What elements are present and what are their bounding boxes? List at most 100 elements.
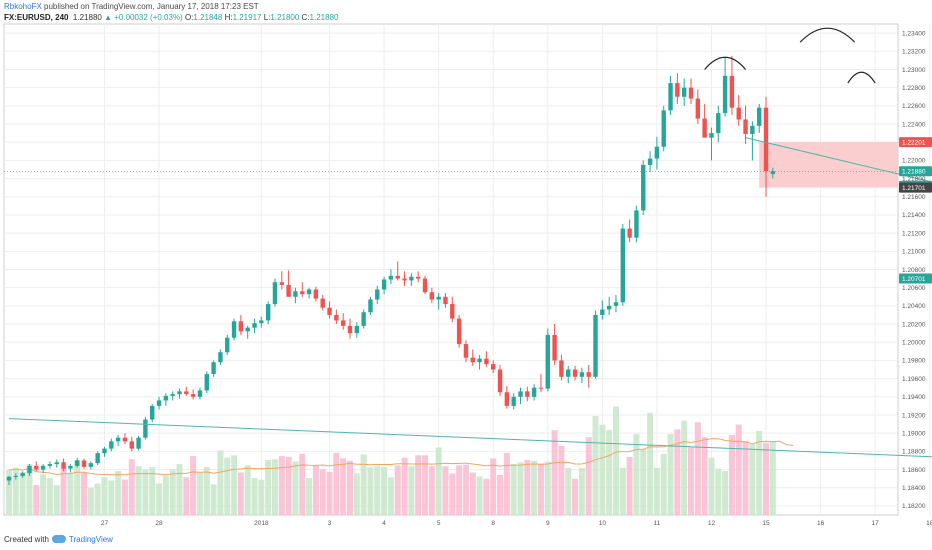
volume-bar [135, 466, 142, 515]
candle-body [463, 344, 469, 358]
volume-bar [442, 466, 449, 515]
candle-body [197, 390, 203, 397]
x-tick-label: 12 [708, 520, 716, 527]
volume-bar [33, 485, 40, 515]
candle-body [163, 395, 169, 401]
volume-bar [19, 471, 26, 515]
time-axis[interactable]: 27 28 2018 3 4 5 8 9 10 11 12 15 16 17 18 [101, 520, 932, 527]
candle-body [620, 228, 625, 303]
candle-body [770, 171, 776, 175]
volume-bar [462, 464, 469, 515]
price-label-bg [899, 137, 932, 148]
x-tick-label: 15 [762, 520, 770, 527]
candle-body [593, 314, 598, 377]
x-tick-label: 28 [155, 520, 163, 527]
y-tick-label: 1.18400 [902, 485, 926, 492]
candle-body [265, 304, 271, 321]
candle-body [627, 228, 632, 238]
x-tick-label: 8 [491, 520, 495, 527]
author-link[interactable]: RbkohoFX [4, 2, 42, 11]
low-value: 1.21800 [270, 13, 300, 22]
high-value: 1.21917 [232, 13, 262, 22]
volume-bar [701, 437, 708, 515]
volume-bar [203, 467, 210, 515]
volume-bar [299, 453, 306, 515]
trendlines[interactable] [8, 137, 932, 459]
candle-body [81, 460, 87, 467]
candle-body [497, 369, 503, 393]
candle-body [129, 441, 134, 449]
x-tick-label: 4 [382, 520, 386, 527]
volume-bar [292, 461, 299, 515]
volume-bar [244, 465, 251, 515]
volume-bar [647, 412, 654, 515]
candle-body [661, 110, 666, 147]
x-tick-label: 11 [654, 520, 661, 527]
volume-bar [387, 477, 394, 515]
candle-body [470, 357, 475, 363]
pattern-arc [704, 56, 747, 70]
volume-bar [67, 472, 74, 515]
volume-bar [367, 467, 374, 515]
tradingview-link[interactable]: TradingView [68, 535, 113, 544]
y-tick-label: 1.18600 [902, 467, 926, 474]
candle-body [88, 463, 94, 467]
candle-body [688, 87, 694, 99]
candle-body [579, 372, 585, 377]
candle-body [388, 275, 394, 280]
y-tick-label: 1.23200 [902, 49, 926, 56]
volume-bar [162, 475, 169, 515]
x-tick-label: 27 [101, 520, 109, 527]
volume-bar [53, 485, 60, 515]
candle-body [456, 318, 462, 345]
volume-bar [715, 468, 722, 515]
volume-bar [26, 463, 33, 515]
volume-bar [115, 471, 122, 515]
volume-bar [176, 463, 183, 515]
y-tick-label: 1.23400 [902, 30, 926, 37]
volume-bar [456, 465, 463, 515]
volume-bar [735, 424, 742, 515]
candle-body [184, 391, 189, 395]
price-label-bg [899, 166, 932, 177]
volume-bar [381, 467, 388, 515]
candle-body [395, 275, 400, 279]
x-tick-label: 10 [599, 520, 607, 527]
candle-body [525, 391, 530, 397]
volume-bar [612, 406, 619, 515]
candle-body [518, 391, 523, 397]
symbol-name[interactable]: FX:EURUSD, 240 [4, 13, 69, 22]
volume-bar [94, 483, 101, 515]
volume-bar [524, 460, 531, 515]
candle-body [668, 83, 673, 111]
volume-bar [237, 472, 244, 515]
candle-body [716, 113, 721, 134]
candle-body [641, 164, 646, 211]
price-axis[interactable]: 1.23400 1.23200 1.23000 1.22800 1.22600 1.224… [902, 30, 926, 510]
volume-bar [572, 478, 579, 515]
candle-body [115, 437, 121, 442]
candle-body [225, 337, 230, 353]
candle-body [40, 465, 46, 470]
candle-body [702, 118, 707, 138]
y-tick-label: 1.19800 [902, 358, 926, 365]
candle-body [293, 291, 298, 297]
price-label-bg [899, 273, 932, 284]
candle-body [54, 462, 59, 465]
pattern-arc [847, 71, 876, 84]
candle-body [6, 476, 12, 481]
candle-body [600, 309, 605, 315]
close-label: C: [301, 13, 310, 22]
candle-body [566, 369, 571, 377]
y-tick-label: 1.21800 [902, 176, 926, 183]
x-tick-label: 5 [437, 520, 441, 527]
high-label: H: [224, 13, 233, 22]
y-tick-label: 1.22400 [902, 121, 926, 128]
volume-bar [756, 430, 763, 515]
price-label: 1.22201 [902, 139, 926, 146]
candle-body [552, 334, 557, 361]
volume-bar [531, 460, 538, 515]
price-label-bg [899, 182, 932, 193]
candle-body [47, 464, 53, 466]
